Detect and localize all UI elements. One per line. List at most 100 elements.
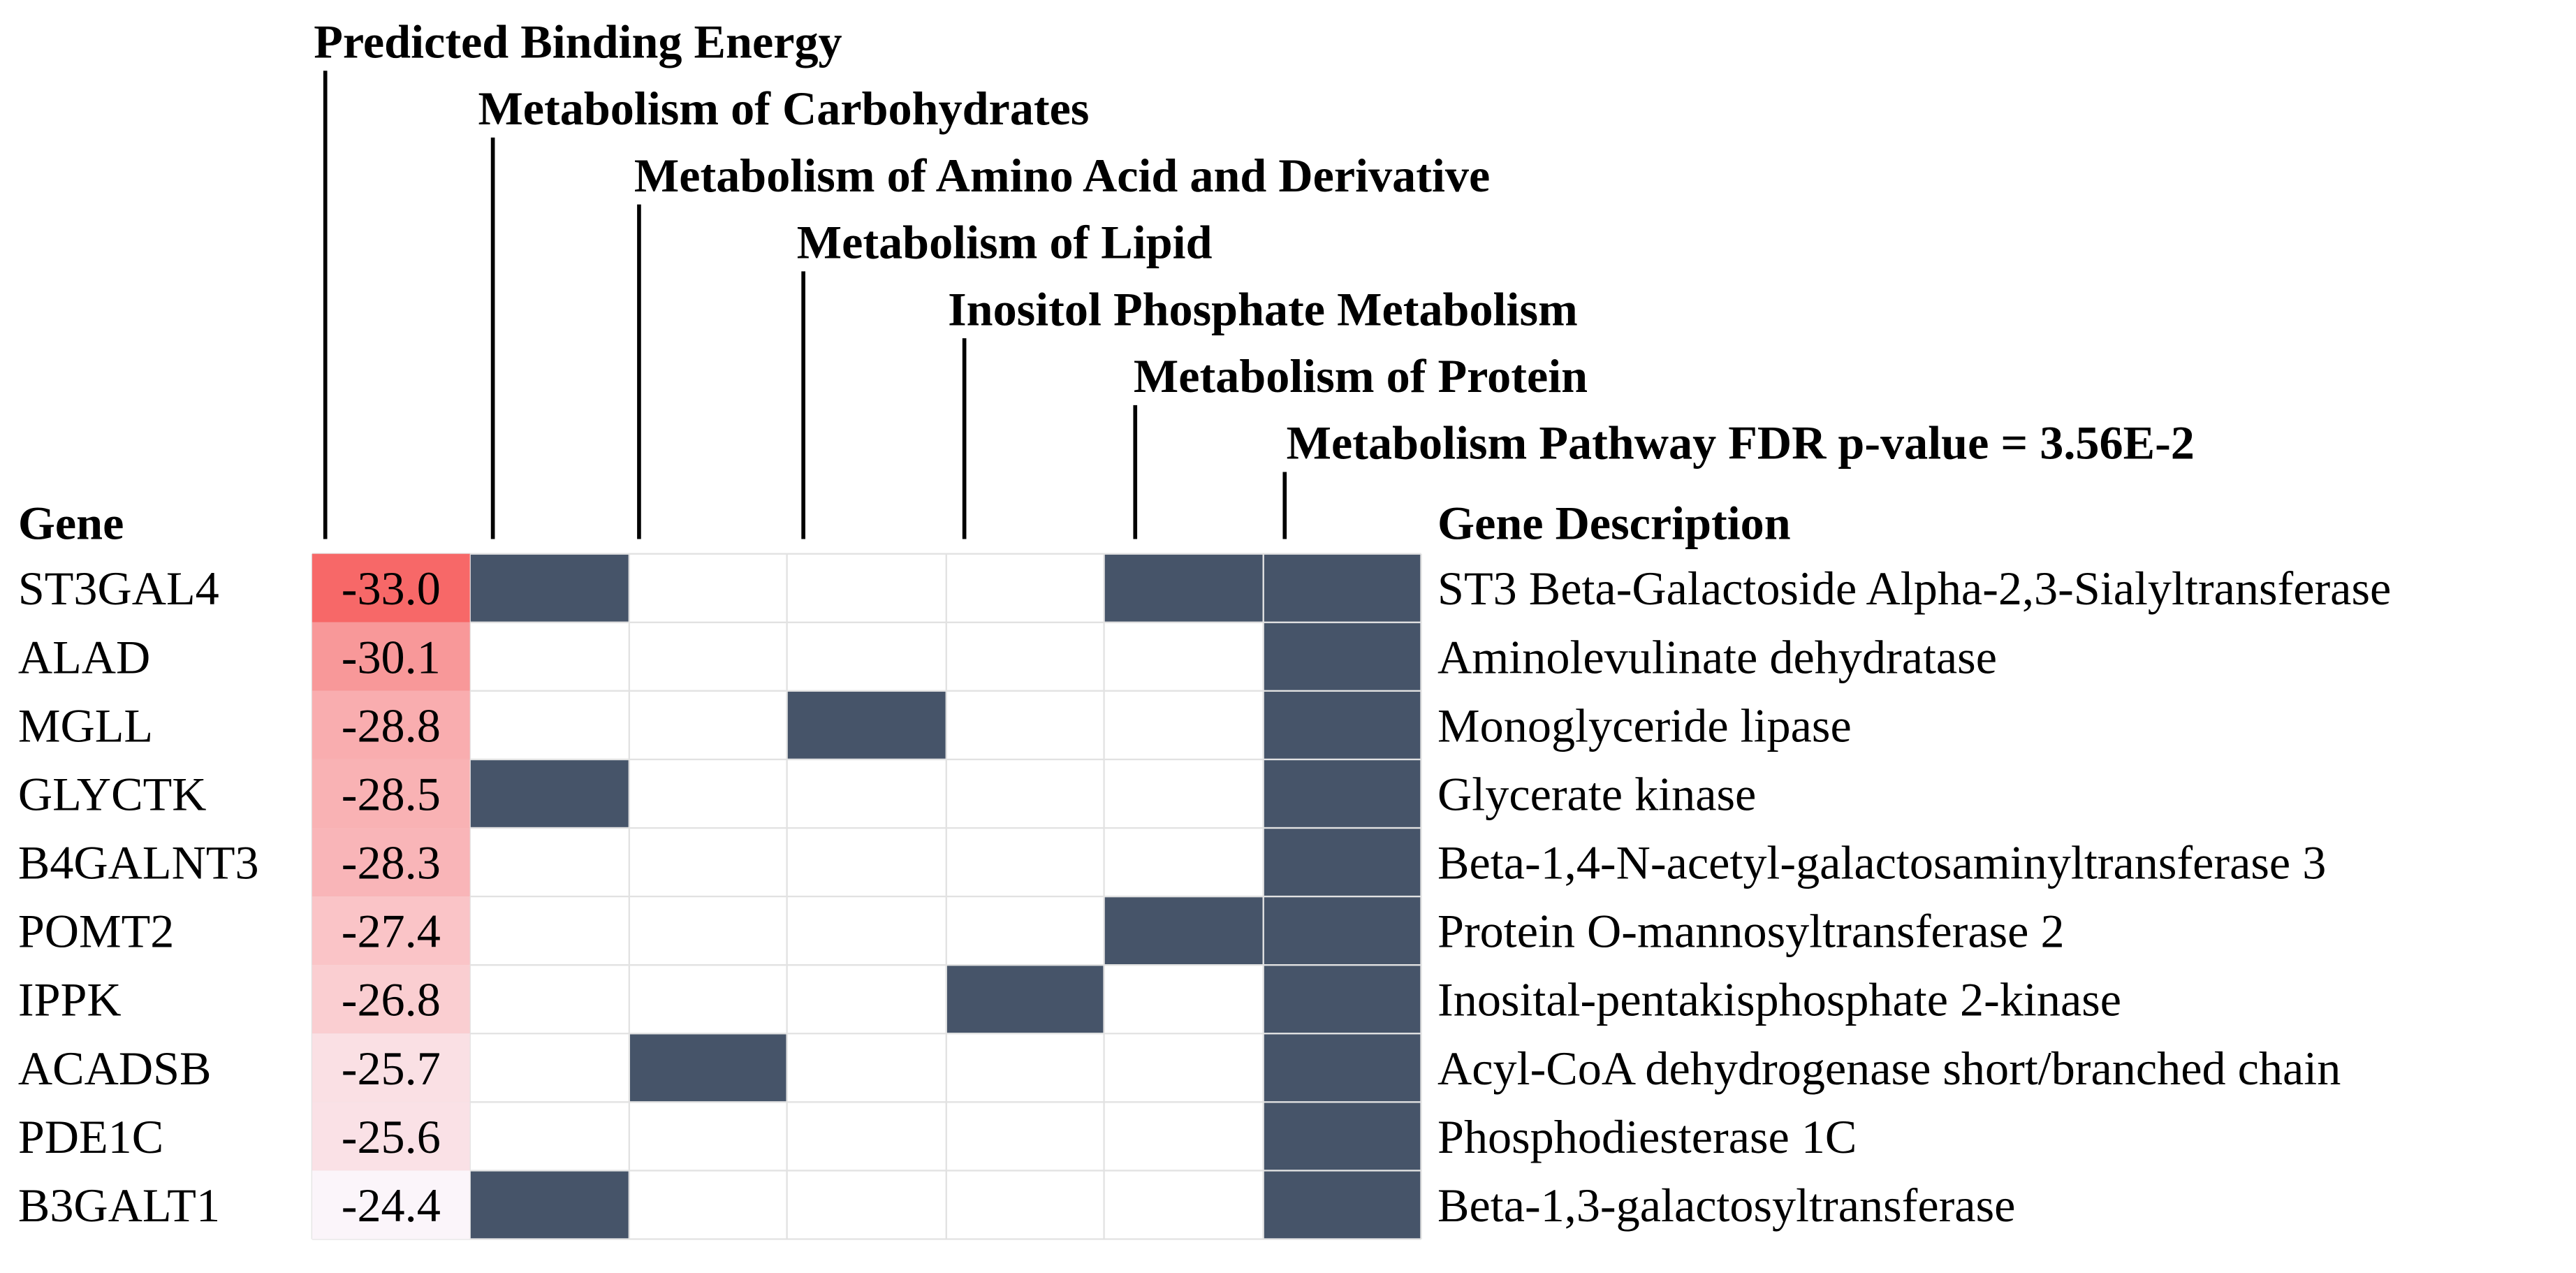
energy-cell xyxy=(312,1102,470,1171)
gene-description: Monoglyceride lipase xyxy=(1437,699,1852,752)
pathway-cell xyxy=(788,1103,946,1170)
gene-description: Beta-1,3-galactosyltransferase xyxy=(1437,1179,2015,1232)
gene-name: POMT2 xyxy=(18,905,175,958)
pathway-cell xyxy=(630,1172,786,1239)
pathway-cell xyxy=(630,1034,786,1102)
pathway-cell xyxy=(471,829,629,896)
pathway-cell xyxy=(947,1172,1103,1239)
gene-name: B3GALT1 xyxy=(18,1179,220,1232)
gene-description: Glycerate kinase xyxy=(1437,767,1756,820)
energy-cell xyxy=(312,759,470,829)
gene-name: B4GALNT3 xyxy=(18,836,259,889)
gene-name: ACADSB xyxy=(18,1042,212,1095)
pathway-cell xyxy=(947,555,1103,622)
column-header: Metabolism of Lipid xyxy=(797,216,1213,269)
gene-name: IPPK xyxy=(18,973,122,1026)
pathway-cell xyxy=(787,692,946,759)
energy-value: -24.4 xyxy=(342,1179,441,1232)
gene-description: Phosphodiesterase 1C xyxy=(1437,1110,1857,1163)
pathway-cell xyxy=(947,692,1103,759)
gene-description: Beta-1,4-N-acetyl-galactosaminyltransfer… xyxy=(1437,836,2326,889)
pathway-cell xyxy=(946,966,1104,1033)
pathway-cell xyxy=(788,897,946,964)
pathway-cell xyxy=(788,760,946,827)
energy-value: -25.6 xyxy=(342,1110,441,1163)
pathway-cell xyxy=(947,623,1103,690)
gene-header: Gene xyxy=(18,497,124,550)
pathway-cell xyxy=(1105,1103,1263,1170)
pathway-cell xyxy=(1105,1172,1263,1239)
pathway-cell xyxy=(1264,897,1421,964)
energy-value: -25.7 xyxy=(342,1042,441,1095)
pathway-cell xyxy=(1105,760,1263,827)
pathway-cell xyxy=(470,760,629,827)
energy-value: -30.1 xyxy=(342,630,441,683)
energy-value: -26.8 xyxy=(342,973,441,1026)
pathway-cell xyxy=(471,897,629,964)
pathway-cell xyxy=(630,966,786,1033)
pathway-cell xyxy=(947,829,1103,896)
pathway-cell xyxy=(788,623,946,690)
pathway-cell xyxy=(630,829,786,896)
gene-description: Inosital-pentakisphosphate 2-kinase xyxy=(1437,973,2121,1026)
description-header: Gene Description xyxy=(1437,497,1791,550)
pathway-cell xyxy=(630,1103,786,1170)
gene-name: MGLL xyxy=(18,699,153,752)
energy-cell xyxy=(312,896,470,966)
energy-cell xyxy=(312,622,470,691)
gene-name: GLYCTK xyxy=(18,767,207,820)
gene-description: Acyl-CoA dehydrogenase short/branched ch… xyxy=(1437,1042,2341,1095)
pathway-cell xyxy=(1264,1171,1421,1239)
pathway-cell xyxy=(1105,966,1263,1033)
column-header: Metabolism of Amino Acid and Derivative xyxy=(634,149,1490,202)
pathway-cell xyxy=(1264,966,1421,1033)
pathway-cell xyxy=(470,554,629,622)
energy-cell xyxy=(312,965,470,1034)
pathway-cell xyxy=(1264,760,1421,827)
pathway-cell xyxy=(471,1103,629,1170)
pathway-cell xyxy=(1105,623,1263,690)
pathway-cell xyxy=(1105,829,1263,896)
pathway-cell xyxy=(788,966,946,1033)
energy-cell xyxy=(312,1170,470,1239)
gene-name: ALAD xyxy=(18,630,150,683)
pathway-cell xyxy=(630,555,786,622)
pathway-cell xyxy=(947,897,1103,964)
column-header: Metabolism of Protein xyxy=(1134,349,1588,402)
pathway-cell xyxy=(1264,554,1421,622)
pathway-cell xyxy=(947,1103,1103,1170)
pathway-cell xyxy=(1105,692,1263,759)
energy-value: -28.5 xyxy=(342,767,441,820)
pathway-cell xyxy=(947,760,1103,827)
pathway-cell xyxy=(471,1034,629,1101)
energy-cell xyxy=(312,690,470,759)
pathway-cell xyxy=(1264,829,1421,896)
gene-name: ST3GAL4 xyxy=(18,562,219,615)
pathway-cell xyxy=(788,555,946,622)
pathway-cell xyxy=(1105,1034,1263,1101)
gene-description: Protein O-mannosyltransferase 2 xyxy=(1437,905,2065,958)
gene-description: ST3 Beta-Galactoside Alpha-2,3-Sialyltra… xyxy=(1437,562,2391,615)
pathway-cell xyxy=(1104,554,1263,622)
pathway-cell xyxy=(1264,1034,1421,1102)
energy-cell xyxy=(312,828,470,897)
pathway-cell xyxy=(1104,897,1263,964)
pathway-cell xyxy=(1264,692,1421,759)
energy-value: -27.4 xyxy=(342,905,441,958)
column-header: Metabolism Pathway FDR p-value = 3.56E-2 xyxy=(1287,416,2195,470)
pathway-cell xyxy=(630,623,786,690)
pathway-cell xyxy=(471,966,629,1033)
pathway-cell xyxy=(471,692,629,759)
pathway-cell xyxy=(1264,1103,1421,1170)
energy-cell xyxy=(312,553,470,623)
pathway-cell xyxy=(1264,623,1421,690)
gene-name: PDE1C xyxy=(18,1110,163,1163)
energy-value: -28.8 xyxy=(342,699,441,752)
pathway-cell xyxy=(471,623,629,690)
energy-value: -33.0 xyxy=(342,562,441,615)
pathway-cell xyxy=(947,1034,1103,1101)
energy-value: -28.3 xyxy=(342,836,441,889)
column-header: Metabolism of Carbohydrates xyxy=(478,82,1089,135)
pathway-cell xyxy=(630,692,786,759)
